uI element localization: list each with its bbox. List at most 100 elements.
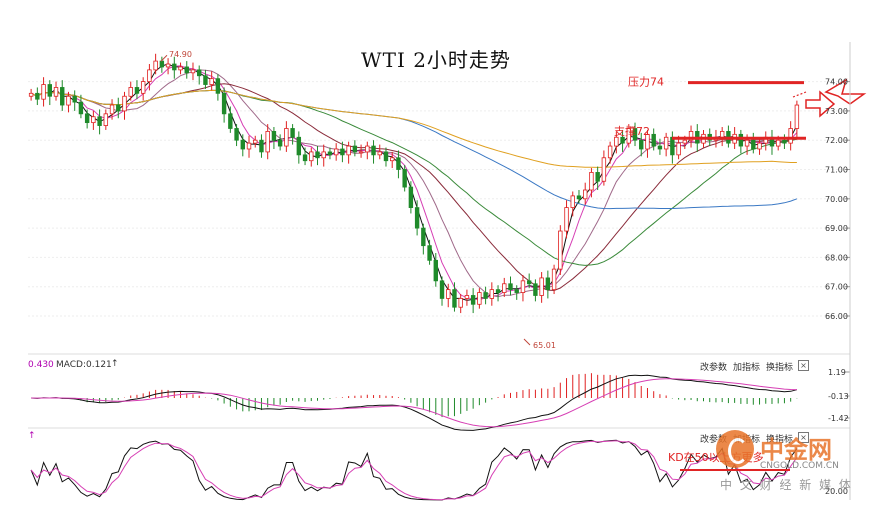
candle-body — [159, 60, 165, 68]
y-tick-label: 73.00 — [825, 107, 848, 116]
candle-body — [446, 289, 451, 299]
chart-title: WTI 2小时走势 — [361, 48, 511, 72]
candle-body — [302, 154, 308, 162]
y-tick-label: 67.00 — [825, 283, 848, 292]
candle-body — [228, 113, 233, 129]
candle-body — [564, 207, 569, 232]
candle-body — [221, 92, 227, 115]
candle-body — [483, 292, 488, 299]
candle-body — [234, 128, 239, 141]
kd-params-button[interactable]: 改参数 — [700, 435, 728, 445]
kd-switch-indicator-button[interactable]: 换指标 — [766, 435, 794, 445]
high-marker — [160, 54, 168, 62]
candle-body — [526, 280, 532, 285]
macd-add-indicator-button[interactable]: 加指标 — [733, 363, 761, 373]
candle-body — [470, 295, 476, 305]
macd-y-tick-label: 1.19 — [828, 368, 846, 377]
macd-y-tick-label: -1.42 — [828, 414, 849, 423]
low-marker — [523, 338, 531, 346]
candle-body — [583, 189, 588, 200]
candle-body — [757, 142, 762, 150]
candle-body — [614, 136, 619, 147]
candle-body — [601, 157, 607, 182]
candle-body — [744, 139, 750, 147]
y-tick-label: 70.00 — [825, 195, 848, 204]
moving-average-line — [30, 63, 798, 301]
candle-body — [794, 104, 800, 129]
candle-body — [103, 113, 109, 126]
candle-body — [408, 186, 414, 208]
candle-body — [782, 139, 787, 144]
macd-header-value: 0.430 — [28, 360, 54, 370]
candle-body — [676, 142, 681, 156]
candle-body — [265, 131, 270, 153]
moving-average-line — [30, 69, 798, 298]
kd-y-tick-label: 20.00 — [825, 487, 848, 496]
watermark-site: CNGOLD.COM.CN — [760, 461, 839, 471]
candle-body — [271, 131, 277, 141]
candle-body — [539, 277, 544, 296]
macd-arrow-icon: ↑ — [111, 359, 119, 369]
candle-body — [259, 139, 264, 153]
candle-body — [296, 136, 302, 156]
candle-body — [147, 69, 152, 82]
macd-y-tick-label: -0.13 — [828, 392, 849, 401]
candle-body — [788, 128, 793, 144]
candle-body — [190, 69, 196, 74]
candle-body — [122, 95, 127, 112]
candle-body — [632, 128, 638, 141]
forecast-arrow-icon — [805, 90, 836, 118]
candle-body — [607, 145, 613, 159]
candle-body — [47, 84, 52, 97]
low-label: 65.01 — [533, 341, 556, 350]
moving-average-line — [30, 65, 798, 301]
candle-body — [309, 151, 314, 162]
y-tick-label: 71.00 — [825, 166, 848, 175]
resistance-label: 压力74 — [628, 76, 664, 89]
candle-body — [657, 145, 663, 150]
candle-body — [558, 230, 563, 270]
candle-body — [358, 151, 364, 154]
candle-body — [327, 151, 333, 156]
kd-close-icon[interactable]: × — [798, 432, 809, 443]
moving-average-line — [30, 89, 798, 266]
candle-body — [520, 280, 526, 293]
candle-body — [128, 87, 133, 97]
candle-body — [570, 195, 575, 208]
candle-body — [66, 95, 71, 106]
candle-body — [589, 172, 594, 191]
macd-header-label: MACD:0.121 — [56, 360, 112, 370]
y-tick-label: 69.00 — [825, 224, 848, 233]
moving-average-line — [30, 89, 798, 210]
candle-body — [290, 128, 295, 138]
candle-body — [738, 133, 744, 147]
candle-body — [371, 145, 376, 156]
candle-body — [651, 133, 656, 147]
candle-body — [620, 136, 625, 144]
macd-params-button[interactable]: 改参数 — [700, 363, 728, 373]
candle-body — [178, 66, 183, 71]
candle-body — [551, 268, 557, 291]
watermark-brand: 中金网 — [760, 436, 832, 464]
candle-body — [489, 289, 495, 299]
candle-body — [203, 75, 208, 85]
macd-close-icon[interactable]: × — [798, 360, 809, 371]
candle-body — [576, 195, 582, 200]
kd-arrow-icon: ↑ — [28, 431, 36, 441]
y-tick-label: 72.00 — [825, 136, 848, 145]
candle-body — [458, 298, 463, 308]
candle-body — [140, 81, 146, 94]
candle-body — [595, 172, 600, 182]
candle-body — [72, 95, 77, 103]
y-tick-label: 74.00 — [825, 78, 848, 87]
macd-switch-indicator-button[interactable]: 换指标 — [766, 363, 794, 373]
candle-body — [84, 113, 90, 124]
y-tick-label: 68.00 — [825, 253, 848, 262]
candle-body — [427, 245, 432, 261]
candle-body — [153, 60, 158, 71]
candle-body — [246, 142, 252, 150]
candle-body — [365, 145, 370, 153]
candle-body — [60, 87, 65, 106]
